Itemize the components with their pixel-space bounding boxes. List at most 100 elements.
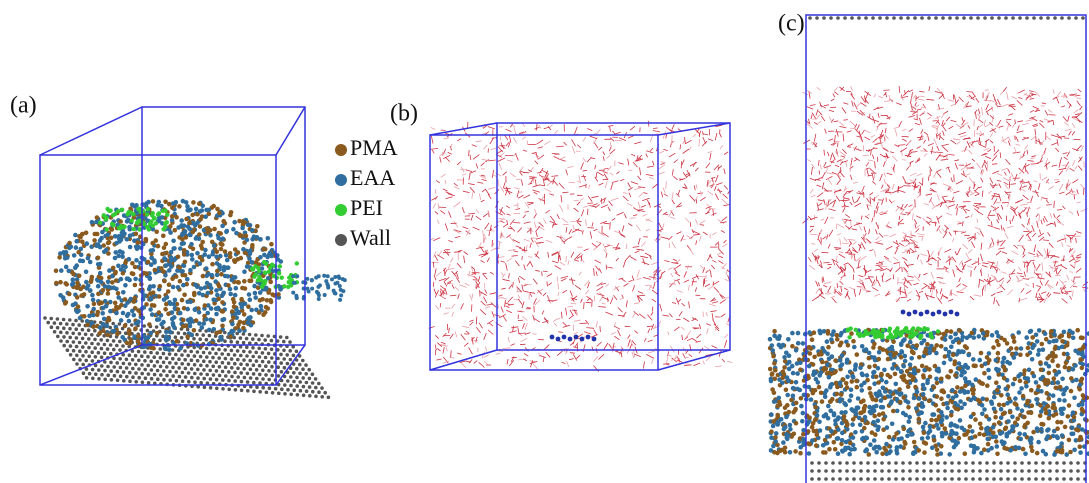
wall-atom — [1025, 16, 1029, 20]
water — [912, 92, 913, 98]
water — [1031, 164, 1039, 165]
water — [629, 280, 633, 281]
wall-atom — [831, 477, 835, 481]
wall-atom — [224, 374, 228, 378]
water — [608, 207, 610, 211]
water — [450, 258, 453, 263]
wall-atom — [147, 381, 151, 385]
wall-atom — [87, 346, 91, 350]
atom — [246, 304, 251, 309]
water — [531, 238, 533, 243]
water — [955, 163, 957, 169]
water — [645, 253, 652, 257]
water — [478, 276, 480, 282]
wall-atom — [873, 461, 877, 465]
water — [1008, 141, 1010, 146]
water — [614, 132, 620, 134]
wall-atom — [934, 16, 938, 20]
wall-atom — [261, 386, 265, 390]
wall-atom — [227, 370, 231, 374]
wall-atom — [261, 360, 265, 364]
water — [1040, 120, 1044, 122]
atom — [114, 311, 119, 316]
water — [999, 126, 1004, 127]
water — [573, 354, 576, 360]
water — [817, 185, 822, 187]
atom — [907, 419, 912, 424]
atom — [282, 284, 286, 288]
water — [433, 238, 440, 241]
wall-atom — [899, 16, 903, 20]
water — [847, 239, 855, 240]
atom — [934, 418, 939, 423]
water — [699, 139, 700, 147]
water — [1062, 282, 1067, 283]
water — [864, 137, 869, 140]
water — [517, 190, 519, 197]
atom — [934, 377, 939, 382]
wall-atom — [109, 352, 113, 356]
atom — [788, 423, 793, 428]
water — [1007, 280, 1010, 283]
water — [509, 273, 510, 278]
water — [455, 287, 459, 291]
wall-atom — [78, 349, 82, 353]
atom — [316, 285, 320, 289]
wall-atom — [168, 361, 172, 365]
wall-atom — [292, 354, 296, 358]
water — [1026, 290, 1031, 293]
wall-atom — [69, 344, 73, 348]
water — [951, 140, 956, 144]
water — [544, 188, 551, 192]
water — [728, 317, 730, 322]
water — [721, 231, 725, 233]
water — [1044, 216, 1047, 222]
water — [850, 175, 852, 180]
water — [433, 203, 436, 208]
water — [1033, 125, 1038, 126]
water — [1006, 159, 1011, 165]
water — [477, 182, 483, 183]
wall-atom — [72, 349, 76, 353]
water — [438, 203, 439, 209]
atom — [230, 309, 235, 314]
water — [678, 299, 681, 302]
water — [650, 135, 653, 142]
water — [1035, 190, 1039, 197]
water — [1021, 288, 1024, 293]
wall-atom — [992, 477, 996, 481]
wall-atom — [91, 368, 95, 372]
wall-atom — [295, 367, 299, 371]
water — [628, 335, 631, 339]
water — [509, 236, 514, 242]
water — [1076, 238, 1077, 243]
water — [662, 224, 664, 230]
water — [690, 222, 691, 227]
atom — [184, 217, 189, 222]
water — [997, 291, 1003, 293]
molecule-atom — [580, 337, 585, 342]
water — [894, 127, 900, 129]
water — [930, 152, 936, 153]
atom — [935, 381, 940, 386]
water — [544, 141, 550, 145]
wall-atom — [252, 381, 256, 385]
water — [917, 234, 924, 235]
water — [572, 146, 575, 153]
water — [1046, 223, 1052, 225]
water — [558, 292, 559, 296]
wall-atom — [84, 341, 88, 345]
water — [482, 159, 489, 160]
water — [1011, 173, 1013, 178]
atom — [151, 346, 156, 351]
water — [844, 268, 847, 271]
water — [703, 134, 708, 135]
water — [659, 229, 664, 231]
atom — [106, 285, 111, 290]
atom — [134, 321, 139, 326]
water — [563, 192, 569, 193]
water — [970, 192, 976, 196]
water — [673, 259, 677, 261]
atom — [277, 271, 281, 275]
molecule-atom — [931, 312, 936, 317]
